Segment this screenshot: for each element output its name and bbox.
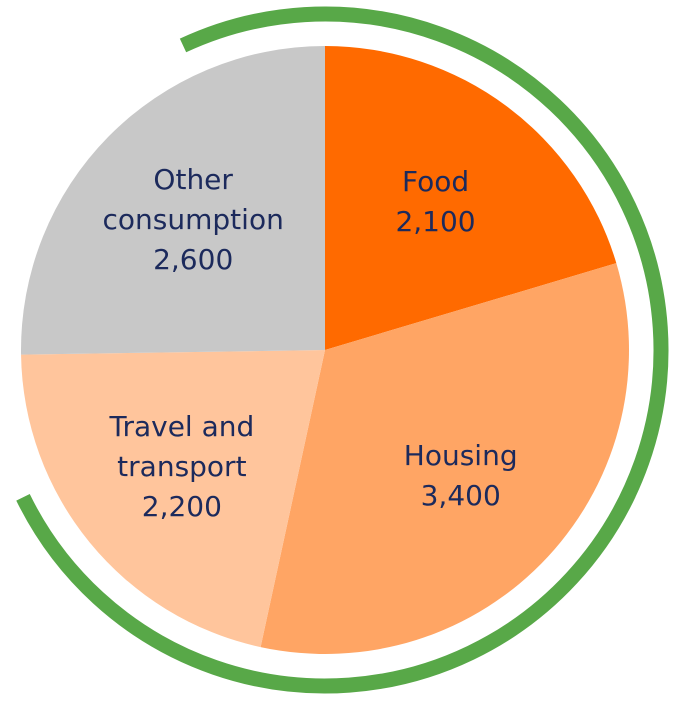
category-label: Housing bbox=[403, 438, 518, 472]
value-label: 2,100 bbox=[395, 204, 476, 238]
category-label: Food bbox=[401, 164, 470, 198]
pie-slice bbox=[21, 46, 325, 355]
category-label: Other consumption bbox=[102, 163, 284, 237]
slice-label: Housing 3,400 bbox=[356, 436, 566, 516]
decor-arc bbox=[16, 6, 669, 694]
value-label: 3,400 bbox=[420, 478, 501, 512]
value-label: 2,600 bbox=[153, 243, 234, 277]
value-label: 2,200 bbox=[141, 490, 222, 524]
pie-slice bbox=[21, 350, 326, 648]
slice-label: Travel and transport 2,200 bbox=[77, 407, 287, 527]
pie-slice bbox=[325, 46, 617, 350]
slice-label: Other consumption 2,600 bbox=[88, 160, 298, 280]
slice-label: Food 2,100 bbox=[331, 162, 541, 242]
pie-slice bbox=[260, 263, 629, 654]
category-label: Travel and transport bbox=[109, 410, 255, 484]
